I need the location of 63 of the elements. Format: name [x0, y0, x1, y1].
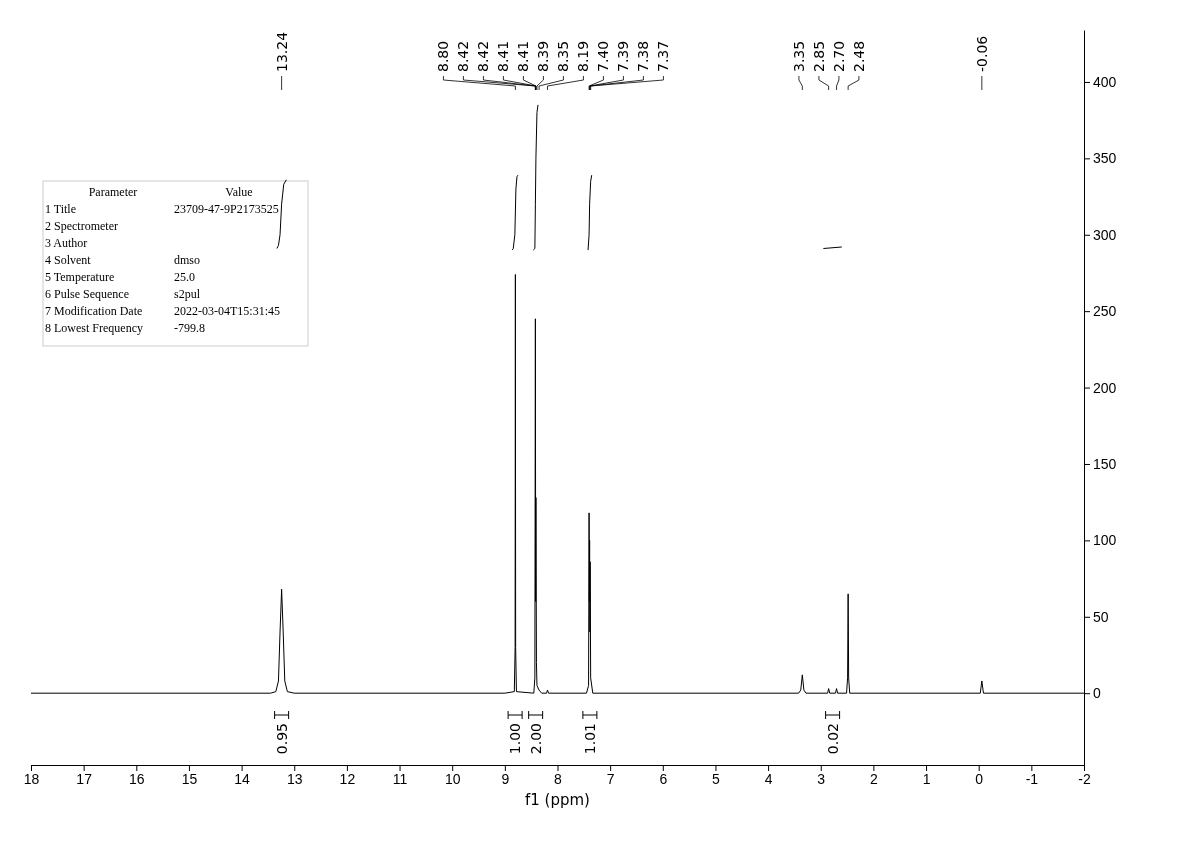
text: 5 Temperature 25.0	[45, 270, 195, 284]
text: 7 Modification Date 2022-03-04T15:31:45	[45, 304, 280, 318]
annotation: 8.35	[555, 40, 572, 72]
annotation: 2 Spectrometer	[45, 219, 118, 233]
x-tick-label: -1	[1025, 770, 1039, 787]
x-tick-label: 13	[286, 770, 303, 787]
annotation: 7.37	[655, 40, 672, 72]
y-tick-label: 300	[1093, 226, 1117, 243]
x-tick-label: 2	[870, 770, 878, 787]
annotation: 2.48	[850, 40, 867, 72]
x-tick-label: 0	[975, 770, 984, 787]
y-tick-label: 350	[1093, 150, 1117, 167]
y-tick-label: 400	[1093, 73, 1117, 90]
x-tick-label: 6	[659, 770, 668, 787]
x-axis-title: f1 (ppm)	[525, 791, 590, 809]
annotation: 3.35	[790, 40, 807, 72]
annotation: 2.70	[830, 40, 847, 72]
x-tick-label: 5	[712, 770, 721, 787]
annotation: 8.41	[515, 40, 532, 72]
annotation: 2.00	[527, 723, 544, 755]
annotation: 8.19	[575, 40, 592, 72]
x-tick-label: 1	[922, 770, 931, 787]
x-tick-label: 18	[23, 770, 40, 787]
x-tick-label: 3	[817, 770, 826, 787]
x-tick-label: -2	[1078, 770, 1091, 787]
x-tick-label: 15	[181, 770, 198, 787]
annotation: 8.39	[535, 40, 552, 72]
annotation: 0.95	[273, 723, 290, 755]
annotation: 13.24	[273, 31, 290, 72]
text: 4 Solvent dmso	[45, 253, 201, 267]
annotation: 2.85	[810, 40, 827, 72]
x-tick-label: 12	[339, 770, 356, 787]
x-tick-label: 11	[392, 770, 408, 787]
annotation: 8.41	[495, 40, 512, 72]
annotation: 8.80	[435, 40, 452, 72]
text: 6 Pulse Sequence s2pul	[45, 287, 201, 301]
y-tick-label: 0	[1093, 685, 1101, 702]
y-tick-label: 50	[1093, 608, 1109, 625]
x-tick-label: 16	[129, 770, 145, 787]
x-tick-label: 14	[234, 770, 251, 787]
x-tick-label: 7	[606, 770, 615, 787]
annotation: 1.00	[507, 723, 524, 755]
text: 1 Title 23709-47-9P2173525	[45, 202, 279, 216]
x-tick-label: 9	[501, 770, 510, 787]
annotation: 7.39	[615, 40, 632, 72]
annotation: 8.42	[455, 40, 472, 72]
y-tick-label: 200	[1093, 379, 1117, 396]
annotation: 8.42	[475, 40, 492, 72]
annotation: 7.40	[595, 40, 612, 72]
x-tick-label: 4	[764, 770, 773, 787]
y-tick-label: 100	[1093, 532, 1117, 549]
annotation: 1.01	[581, 723, 598, 755]
x-tick-label: 10	[444, 770, 461, 787]
annotation: 3 Author	[45, 236, 88, 250]
y-tick-label: 150	[1093, 455, 1117, 472]
annotation: 0.02	[824, 723, 841, 755]
annotation: -0.06	[973, 35, 990, 72]
x-tick-label: 8	[554, 770, 563, 787]
text: 8 Lowest Frequency -799.8	[45, 321, 205, 335]
y-tick-label: 250	[1093, 303, 1117, 320]
text: Parameter Value	[88, 185, 253, 199]
x-tick-label: 17	[76, 770, 93, 787]
annotation: 7.38	[635, 40, 652, 72]
